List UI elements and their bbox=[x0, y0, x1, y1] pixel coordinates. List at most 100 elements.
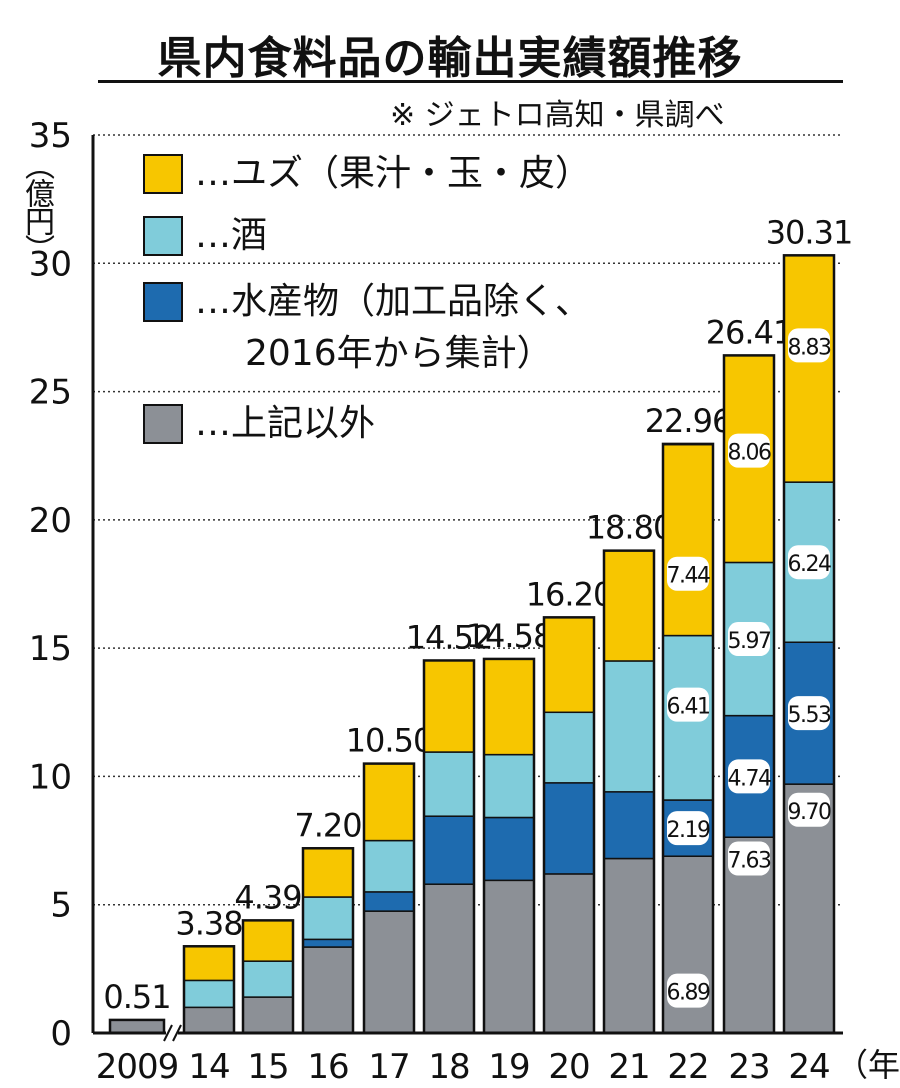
x-tick-label-16: 16 bbox=[307, 1047, 348, 1087]
data-label-box-22-yuzu bbox=[667, 556, 709, 591]
y-tick-label-35: 35 bbox=[29, 116, 72, 156]
y-tick-label-5: 5 bbox=[50, 886, 72, 926]
y-tick-label-20: 20 bbox=[29, 501, 72, 541]
x-tick-label-19: 19 bbox=[488, 1047, 529, 1087]
total-label-20: 16.20 bbox=[526, 575, 613, 613]
data-label-24-sake: 6.24 bbox=[788, 552, 831, 577]
bar-segment-21-yuzu bbox=[603, 549, 655, 662]
x-tick-label-2009: 2009 bbox=[96, 1047, 179, 1087]
bar-segment-18-other bbox=[423, 883, 475, 1034]
data-label-box-23-sake bbox=[728, 622, 770, 657]
bar-segment-2009-other bbox=[109, 1019, 165, 1034]
bar-segment-20-seafood bbox=[543, 782, 595, 875]
chart-title: 県内食料品の輸出実績額推移 bbox=[157, 33, 743, 84]
total-label-22: 22.96 bbox=[645, 402, 732, 440]
bar-segment-21-seafood bbox=[603, 791, 655, 860]
legend-label-other: …上記以外 bbox=[195, 403, 376, 444]
bar-segment-15-other bbox=[242, 996, 294, 1034]
bar-segment-20-other bbox=[543, 873, 595, 1034]
y-tick-label-15: 15 bbox=[29, 629, 72, 669]
total-label-15: 4.39 bbox=[234, 878, 301, 916]
legend-swatch-sake bbox=[143, 216, 183, 256]
data-label-24-other: 9.70 bbox=[788, 800, 831, 825]
legend-swatch-other bbox=[143, 404, 183, 444]
data-label-22-yuzu: 7.44 bbox=[667, 564, 710, 589]
bar-segment-24-yuzu bbox=[783, 254, 835, 483]
x-axis-unit: （年） bbox=[836, 1046, 900, 1084]
data-label-23-yuzu: 8.06 bbox=[728, 441, 771, 466]
x-tick-label-17: 17 bbox=[368, 1047, 409, 1087]
x-tick-label-24: 24 bbox=[788, 1047, 829, 1087]
axis-break-mark-1 bbox=[163, 1024, 173, 1042]
bar-segment-18-yuzu bbox=[423, 659, 475, 753]
bar-segment-18-seafood bbox=[423, 815, 475, 885]
data-label-box-22-other bbox=[667, 973, 709, 1008]
total-label-16: 7.20 bbox=[294, 806, 361, 844]
data-label-box-23-yuzu bbox=[728, 433, 770, 468]
bar-segment-19-sake bbox=[483, 753, 535, 819]
x-tick-label-22: 22 bbox=[667, 1047, 708, 1087]
bar-segment-16-other bbox=[302, 946, 354, 1034]
source-note: ※ ジェトロ高知・県調べ bbox=[390, 98, 725, 133]
y-tick-label-0: 0 bbox=[50, 1014, 72, 1054]
bar-segment-15-yuzu bbox=[242, 919, 294, 962]
data-label-box-24-sake bbox=[788, 545, 830, 580]
total-label-17: 10.50 bbox=[346, 722, 433, 760]
total-label-23: 26.41 bbox=[706, 313, 793, 351]
data-label-24-yuzu: 8.83 bbox=[788, 335, 831, 360]
y-tick-label-10: 10 bbox=[29, 757, 72, 797]
bar-segment-16-sake bbox=[302, 896, 354, 941]
total-label-2009: 0.51 bbox=[103, 978, 170, 1016]
total-label-14: 3.38 bbox=[175, 904, 242, 942]
y-tick-label-25: 25 bbox=[29, 373, 72, 413]
legend-label-seafood-line2: 2016年から集計） bbox=[245, 333, 553, 374]
bar-segment-15-sake bbox=[242, 960, 294, 998]
bar-segment-14-yuzu bbox=[183, 945, 235, 982]
data-label-box-23-other bbox=[728, 841, 770, 876]
data-label-22-seafood: 2.19 bbox=[667, 818, 710, 843]
data-label-24-seafood: 5.53 bbox=[788, 703, 831, 728]
bar-segment-20-sake bbox=[543, 711, 595, 784]
total-label-18: 14.52 bbox=[406, 618, 493, 656]
data-label-box-24-yuzu bbox=[788, 328, 830, 363]
axis-break-mark-2 bbox=[172, 1024, 182, 1042]
bar-segment-16-seafood bbox=[302, 938, 354, 948]
total-label-19: 14.58 bbox=[466, 617, 553, 655]
y-axis-unit: （億円） bbox=[19, 150, 54, 262]
data-label-box-22-sake bbox=[667, 687, 709, 722]
total-label-21: 18.80 bbox=[586, 509, 673, 547]
bar-segment-21-other bbox=[603, 857, 655, 1034]
data-label-box-24-other bbox=[788, 792, 830, 827]
bar-segment-17-other bbox=[363, 910, 415, 1034]
bar-segment-17-yuzu bbox=[363, 762, 415, 842]
data-label-box-23-seafood bbox=[728, 759, 770, 794]
data-label-23-seafood: 4.74 bbox=[728, 766, 771, 791]
title-underline bbox=[98, 80, 843, 83]
data-label-23-sake: 5.97 bbox=[728, 629, 771, 654]
x-tick-label-18: 18 bbox=[428, 1047, 469, 1087]
legend-swatch-seafood bbox=[143, 282, 183, 322]
bar-segment-19-yuzu bbox=[483, 658, 535, 756]
bar-segment-19-other bbox=[483, 879, 535, 1034]
total-label-24: 30.31 bbox=[766, 213, 853, 251]
data-label-box-24-seafood bbox=[788, 696, 830, 731]
x-tick-label-23: 23 bbox=[728, 1047, 769, 1087]
bar-segment-14-other bbox=[183, 1006, 235, 1034]
x-tick-label-14: 14 bbox=[188, 1047, 229, 1087]
data-label-box-22-seafood bbox=[667, 811, 709, 846]
y-tick-label-30: 30 bbox=[29, 244, 72, 284]
x-tick-label-15: 15 bbox=[247, 1047, 288, 1087]
legend-label-yuzu: …ユズ（果汁・玉・皮） bbox=[195, 153, 592, 194]
data-label-22-other: 6.89 bbox=[667, 981, 710, 1006]
bar-segment-19-seafood bbox=[483, 816, 535, 882]
legend-label-sake: …酒 bbox=[195, 215, 268, 256]
bar-segment-17-sake bbox=[363, 839, 415, 893]
bar-segment-14-sake bbox=[183, 979, 235, 1009]
bar-segment-18-sake bbox=[423, 751, 475, 817]
x-tick-label-21: 21 bbox=[608, 1047, 649, 1087]
data-label-22-sake: 6.41 bbox=[667, 695, 710, 720]
bar-segment-17-seafood bbox=[363, 891, 415, 912]
data-label-23-other: 7.63 bbox=[728, 849, 771, 874]
bar-segment-20-yuzu bbox=[543, 616, 595, 714]
